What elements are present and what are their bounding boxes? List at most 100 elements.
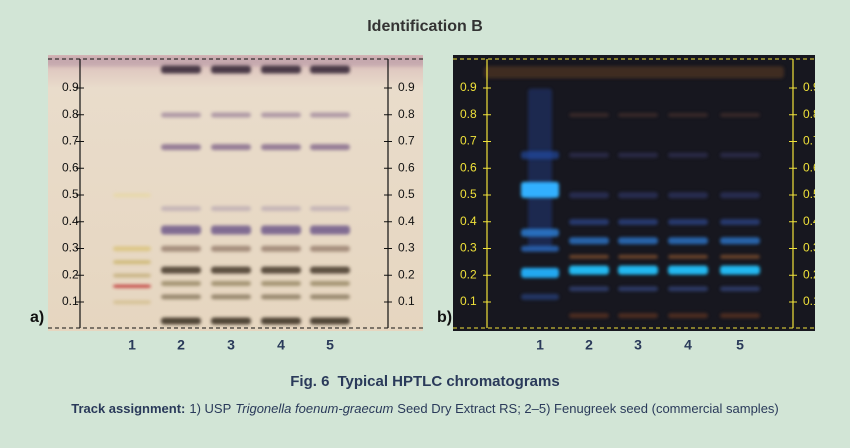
rf-tick-label: 0.6	[62, 160, 79, 174]
panel-label: a)	[30, 309, 44, 326]
band	[521, 228, 559, 237]
band	[569, 113, 609, 117]
band	[261, 144, 301, 151]
track-number: 1	[128, 337, 136, 353]
band	[113, 273, 151, 278]
rf-tick-label: 0.5	[803, 187, 820, 201]
band	[618, 237, 658, 245]
rf-tick-label: 0.2	[398, 267, 415, 281]
band	[720, 254, 760, 259]
band	[261, 112, 301, 118]
band	[161, 206, 201, 212]
band	[668, 254, 708, 259]
label: Track assignment:	[71, 401, 185, 416]
species: Trigonella foenum-graecum	[235, 401, 393, 416]
track-number: 5	[736, 337, 744, 353]
band	[720, 237, 760, 245]
rf-tick-label: 0.6	[460, 160, 477, 174]
rf-tick-label: 0.3	[398, 241, 415, 255]
band	[211, 112, 251, 118]
band	[618, 265, 658, 275]
rf-tick-label: 0.4	[460, 214, 477, 228]
band	[618, 254, 658, 259]
rf-tick-label: 0.2	[803, 267, 820, 281]
band	[618, 313, 658, 319]
band	[211, 65, 251, 74]
band	[113, 246, 151, 252]
rf-tick-label: 0.4	[62, 214, 79, 228]
band	[310, 266, 350, 274]
rf-tick-label: 0.1	[803, 294, 820, 308]
band	[310, 294, 350, 300]
band	[720, 219, 760, 225]
band	[310, 144, 350, 151]
band	[720, 192, 760, 199]
band	[113, 284, 151, 288]
band	[569, 219, 609, 225]
band	[310, 225, 350, 235]
rf-tick-label: 0.5	[398, 187, 415, 201]
band	[668, 192, 708, 199]
track-number: 3	[227, 337, 235, 353]
band	[211, 225, 251, 235]
band	[261, 294, 301, 300]
band	[261, 245, 301, 252]
track-number: 2	[177, 337, 185, 353]
band	[521, 245, 559, 252]
rf-tick-label: 0.3	[62, 241, 79, 255]
rf-tick-label: 0.6	[803, 160, 820, 174]
band	[261, 65, 301, 74]
rf-tick-label: 0.5	[460, 187, 477, 201]
band	[668, 152, 708, 158]
rf-tick-label: 0.9	[62, 80, 79, 94]
axes: 0.9 0.9 0.8 0.8 0.7 0.7 0.6 0.6 0.5 0.5 0.4 0.4 0.3 0…	[30, 58, 820, 353]
band	[211, 317, 251, 325]
rf-tick-label: 0.8	[460, 107, 477, 121]
band	[211, 144, 251, 151]
rf-tick-label: 0.6	[398, 160, 415, 174]
rf-tick-label: 0.2	[460, 267, 477, 281]
rf-tick-label: 0.9	[398, 80, 415, 94]
band	[528, 88, 552, 249]
rf-tick-label: 0.3	[803, 241, 820, 255]
track-number: 4	[277, 337, 285, 353]
band	[211, 294, 251, 300]
band	[261, 266, 301, 274]
bands-a	[48, 56, 423, 325]
band	[310, 206, 350, 212]
figure-number: Fig. 6	[290, 373, 329, 390]
rf-tick-label: 0.3	[460, 241, 477, 255]
band	[113, 300, 151, 305]
band	[720, 313, 760, 319]
band	[211, 281, 251, 287]
band	[261, 317, 301, 325]
rf-tick-label: 0.2	[62, 267, 79, 281]
rf-tick-label: 0.4	[803, 214, 820, 228]
band	[720, 265, 760, 275]
band	[618, 192, 658, 199]
band	[310, 65, 350, 74]
panel-label: b)	[437, 309, 452, 326]
band	[48, 56, 423, 67]
rf-tick-label: 0.9	[460, 80, 477, 94]
rf-tick-label: 0.7	[398, 134, 415, 148]
band	[113, 260, 151, 265]
band	[211, 206, 251, 212]
band	[569, 286, 609, 292]
band	[521, 151, 559, 160]
rf-tick-label: 0.4	[398, 214, 415, 228]
track-number: 5	[326, 337, 334, 353]
rf-tick-label: 0.1	[398, 294, 415, 308]
band	[161, 317, 201, 325]
band	[310, 245, 350, 252]
band	[668, 286, 708, 292]
band	[569, 192, 609, 199]
title: Identification B	[367, 18, 483, 35]
band	[310, 317, 350, 325]
band	[569, 254, 609, 259]
band	[521, 293, 559, 300]
band	[310, 112, 350, 118]
rf-tick-label: 0.8	[803, 107, 820, 121]
band	[261, 225, 301, 235]
